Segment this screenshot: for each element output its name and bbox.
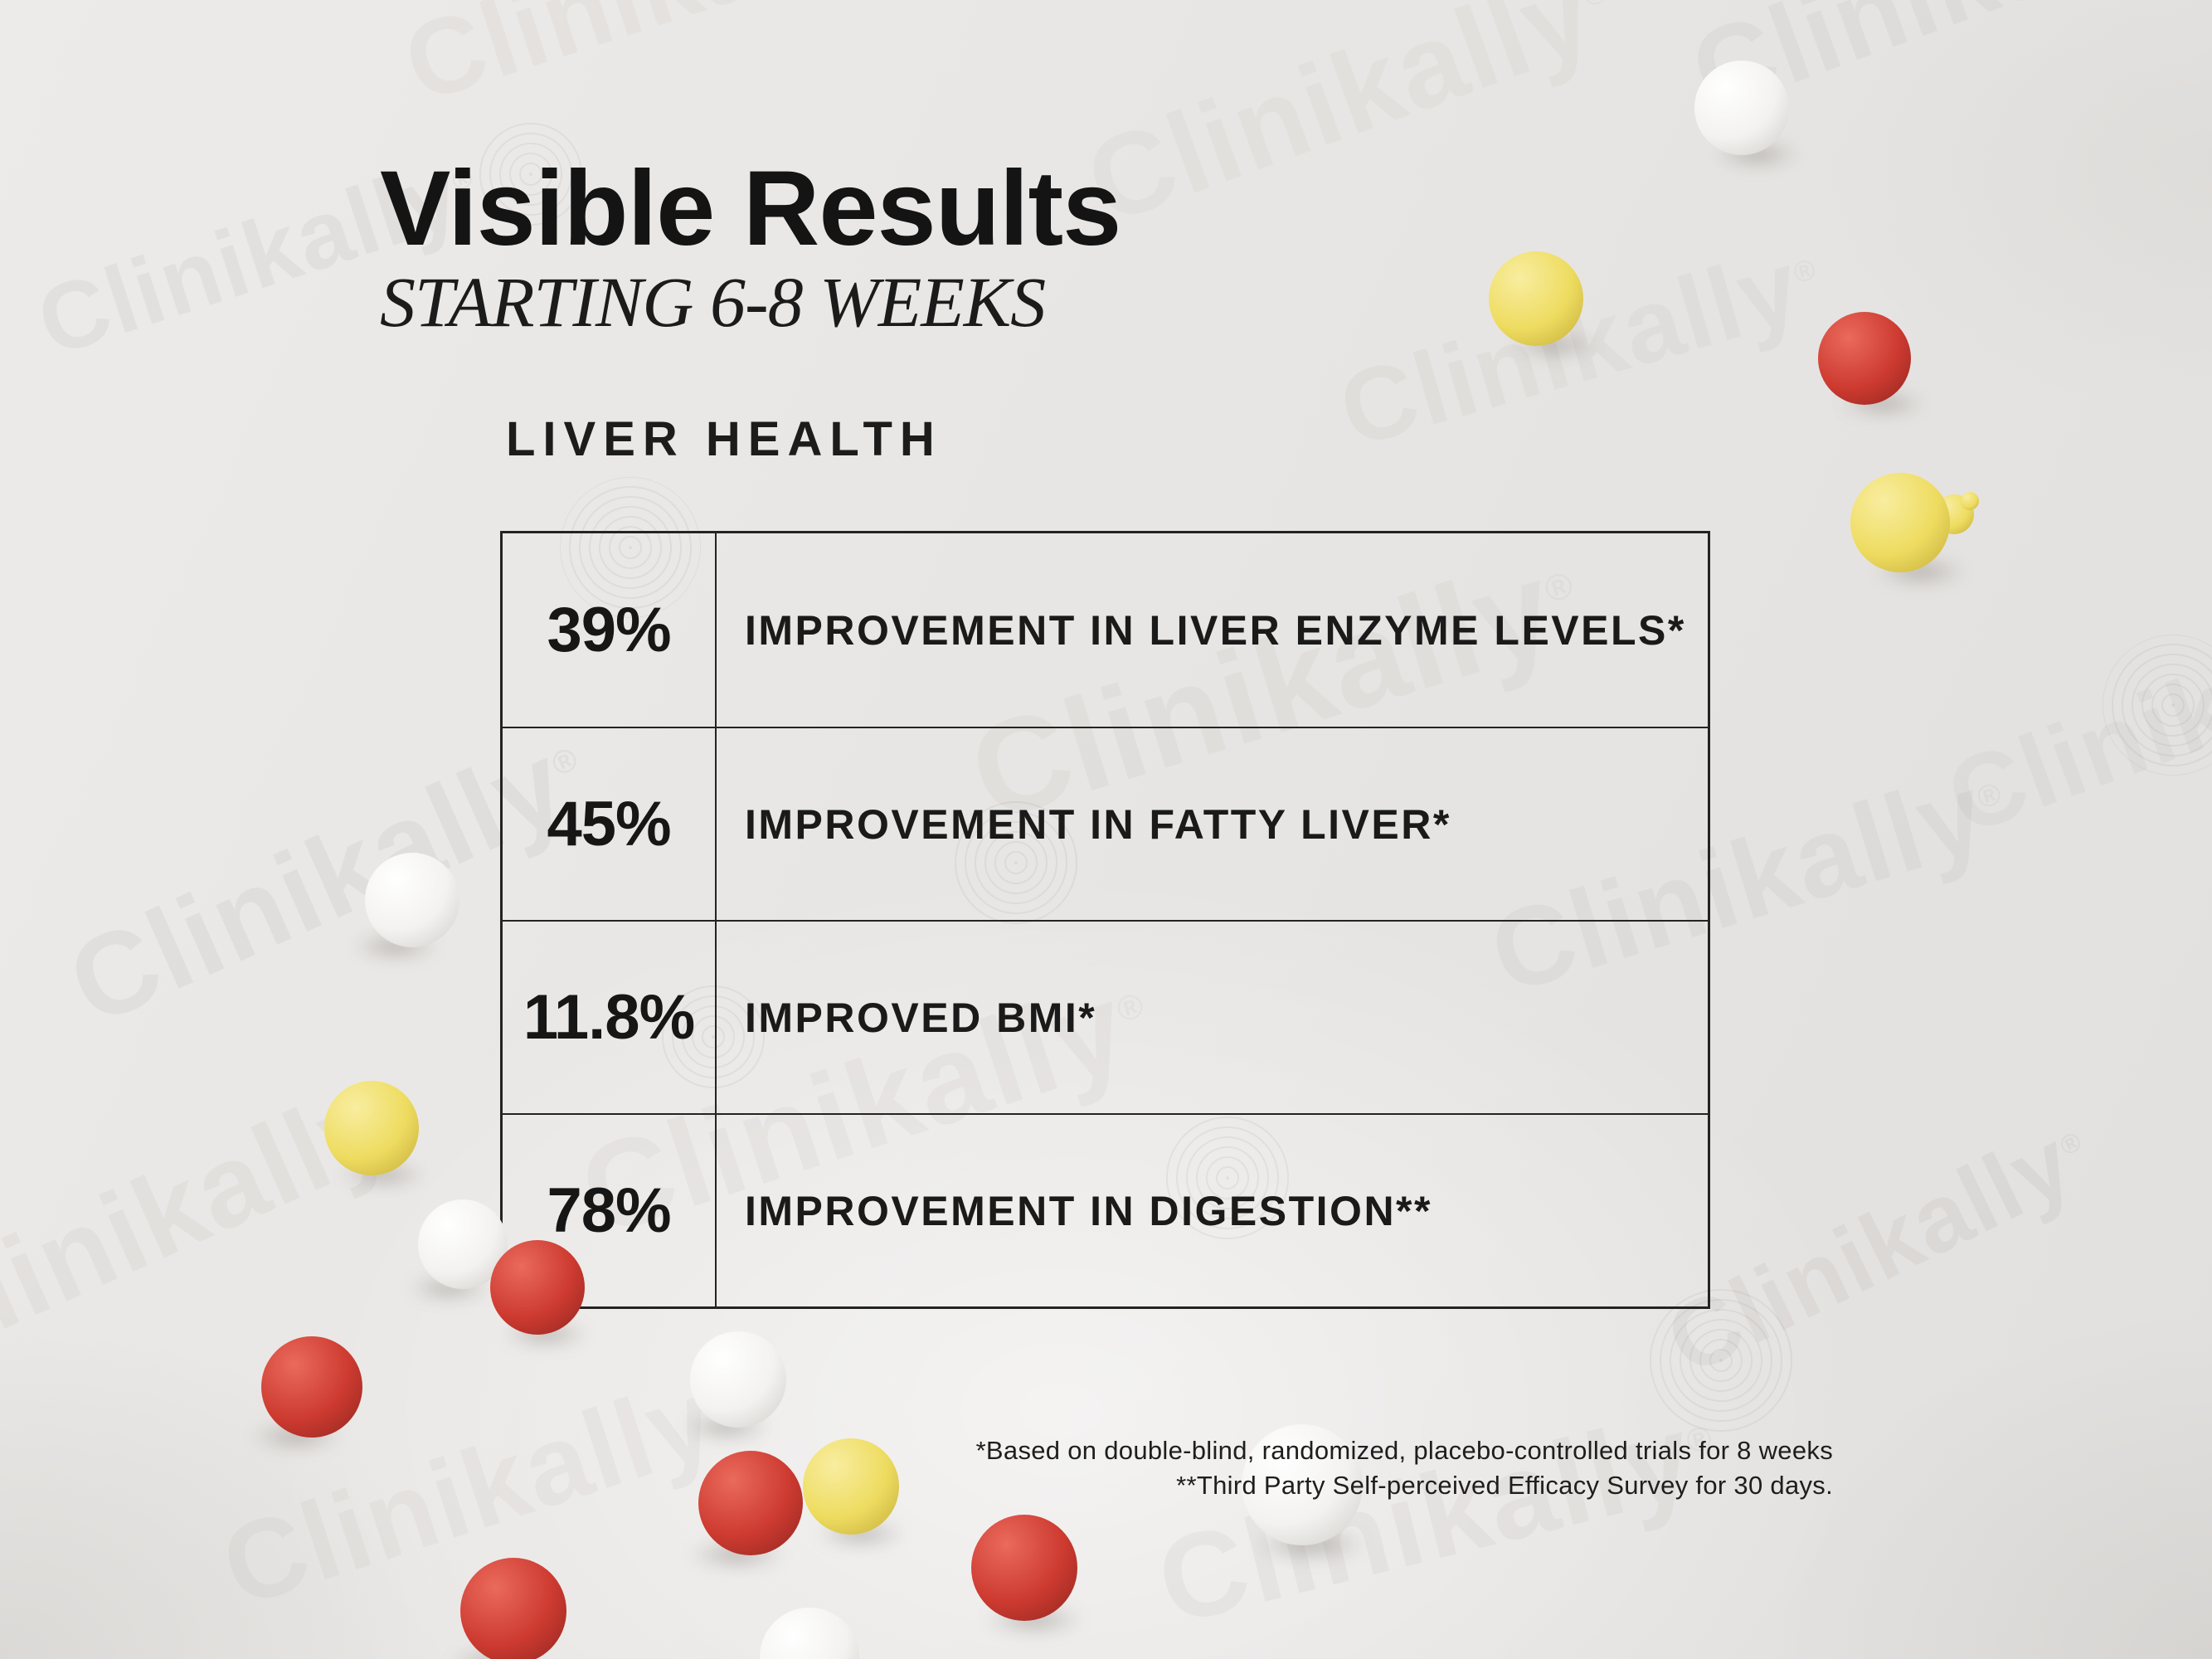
table-row: 39% IMPROVEMENT IN LIVER ENZYME LEVELS* <box>503 533 1708 727</box>
pill-ball-red <box>971 1515 1077 1621</box>
ripple-mark <box>954 800 1078 925</box>
pill-ball-red <box>1818 312 1911 405</box>
footnote-line: **Third Party Self-perceived Efficacy Su… <box>1176 1471 1833 1500</box>
percent-value: 78% <box>503 1115 717 1306</box>
footnotes: *Based on double-blind, randomized, plac… <box>976 1433 1833 1503</box>
pill-ball-red <box>490 1240 585 1335</box>
pill-ball-white <box>365 853 459 947</box>
pill-ball-red <box>261 1336 362 1438</box>
table-row: 78% IMPROVEMENT IN DIGESTION** <box>503 1113 1708 1306</box>
percent-value: 45% <box>503 728 717 920</box>
ripple-mark <box>560 477 701 618</box>
pill-ball-white <box>690 1331 786 1428</box>
pill-ball-red <box>460 1558 566 1659</box>
liver-health-table: 39% IMPROVEMENT IN LIVER ENZYME LEVELS* … <box>500 531 1710 1309</box>
pill-ball-white <box>1242 1424 1363 1545</box>
section-title: LIVER HEALTH <box>506 412 942 466</box>
pill-ball-yellow <box>803 1438 899 1535</box>
metric-description: IMPROVEMENT IN FATTY LIVER* <box>745 800 1451 848</box>
pill-ball-droplet-tail <box>1961 492 1979 510</box>
footnote-line: *Based on double-blind, randomized, plac… <box>975 1436 1833 1465</box>
metric-description: IMPROVED BMI* <box>745 994 1097 1041</box>
table-row: 45% IMPROVEMENT IN FATTY LIVER* <box>503 727 1708 920</box>
ripple-mark <box>655 979 771 1095</box>
pill-ball-yellow <box>1489 251 1583 346</box>
page-title: Visible Results <box>380 149 1121 268</box>
pill-ball-yellow <box>1850 473 1950 572</box>
pill-ball-red <box>698 1451 803 1555</box>
percent-value: 39% <box>503 533 717 727</box>
page-subtitle: STARTING 6-8 WEEKS <box>380 262 1046 342</box>
pill-ball-white <box>760 1608 859 1659</box>
pill-ball-white <box>1694 61 1789 155</box>
pill-ball-yellow <box>324 1081 419 1175</box>
ripple-mark <box>1165 1116 1290 1240</box>
percent-value: 11.8% <box>503 922 717 1113</box>
metric-description: IMPROVEMENT IN LIVER ENZYME LEVELS* <box>745 606 1686 654</box>
ripple-mark <box>2103 635 2212 776</box>
ripple-mark <box>477 120 585 228</box>
metric-description: IMPROVEMENT IN DIGESTION** <box>745 1187 1432 1234</box>
table-row: 11.8% IMPROVED BMI* <box>503 920 1708 1113</box>
